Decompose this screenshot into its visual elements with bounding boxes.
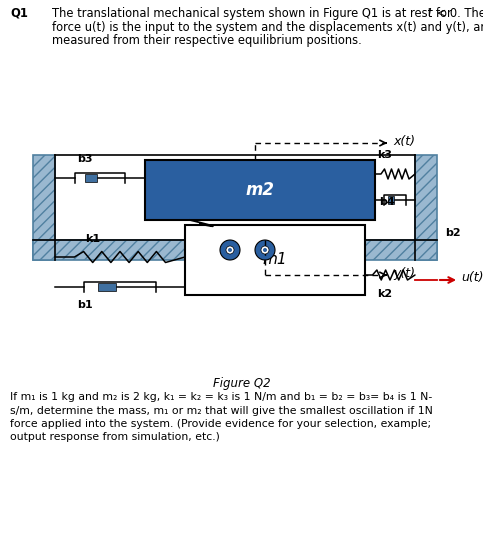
- Text: force u(t) is the input to the system and the displacements x(t) and y(t), are: force u(t) is the input to the system an…: [52, 20, 483, 34]
- Text: x(t): x(t): [393, 135, 415, 149]
- Bar: [98, 283, 116, 291]
- Text: t: t: [427, 7, 431, 20]
- Text: k2: k2: [377, 289, 393, 299]
- Text: Q1: Q1: [10, 7, 28, 20]
- Text: b4: b4: [379, 197, 395, 207]
- Text: m2: m2: [245, 181, 274, 199]
- Circle shape: [226, 246, 234, 254]
- Text: output response from simulation, etc.): output response from simulation, etc.): [10, 432, 220, 443]
- Text: If m₁ is 1 kg and m₂ is 2 kg, k₁ = k₂ = k₃ is 1 N/m and b₁ = b₂ = b₃= b₄ is 1 N-: If m₁ is 1 kg and m₂ is 2 kg, k₁ = k₂ = …: [10, 392, 432, 402]
- Circle shape: [220, 240, 240, 260]
- Bar: [185, 225, 365, 295]
- Text: Figure Q2: Figure Q2: [213, 377, 270, 390]
- Text: < 0. The: < 0. The: [433, 7, 483, 20]
- Bar: [388, 196, 394, 204]
- Text: The translational mechanical system shown in Figure Q1 is at rest for: The translational mechanical system show…: [52, 7, 455, 20]
- Bar: [415, 155, 437, 260]
- Text: b3: b3: [77, 154, 93, 164]
- Text: b1: b1: [77, 300, 93, 310]
- Bar: [33, 240, 437, 260]
- Circle shape: [228, 248, 232, 252]
- Text: u(t): u(t): [461, 272, 483, 284]
- Circle shape: [263, 248, 267, 252]
- Text: k1: k1: [85, 234, 100, 244]
- Text: m1: m1: [263, 252, 287, 267]
- Text: k3: k3: [378, 150, 393, 160]
- Bar: [33, 155, 55, 260]
- Text: measured from their respective equilibrium positions.: measured from their respective equilibri…: [52, 34, 362, 47]
- Bar: [85, 174, 98, 182]
- Circle shape: [255, 240, 275, 260]
- Bar: [145, 160, 375, 220]
- Text: s/m, determine the mass, m₁ or m₂ that will give the smallest oscillation if 1N: s/m, determine the mass, m₁ or m₂ that w…: [10, 405, 433, 415]
- Text: y(t): y(t): [393, 267, 415, 280]
- Text: force applied into the system. (Provide evidence for your selection, example;: force applied into the system. (Provide …: [10, 419, 431, 429]
- Circle shape: [261, 246, 269, 254]
- Text: b2: b2: [445, 228, 461, 238]
